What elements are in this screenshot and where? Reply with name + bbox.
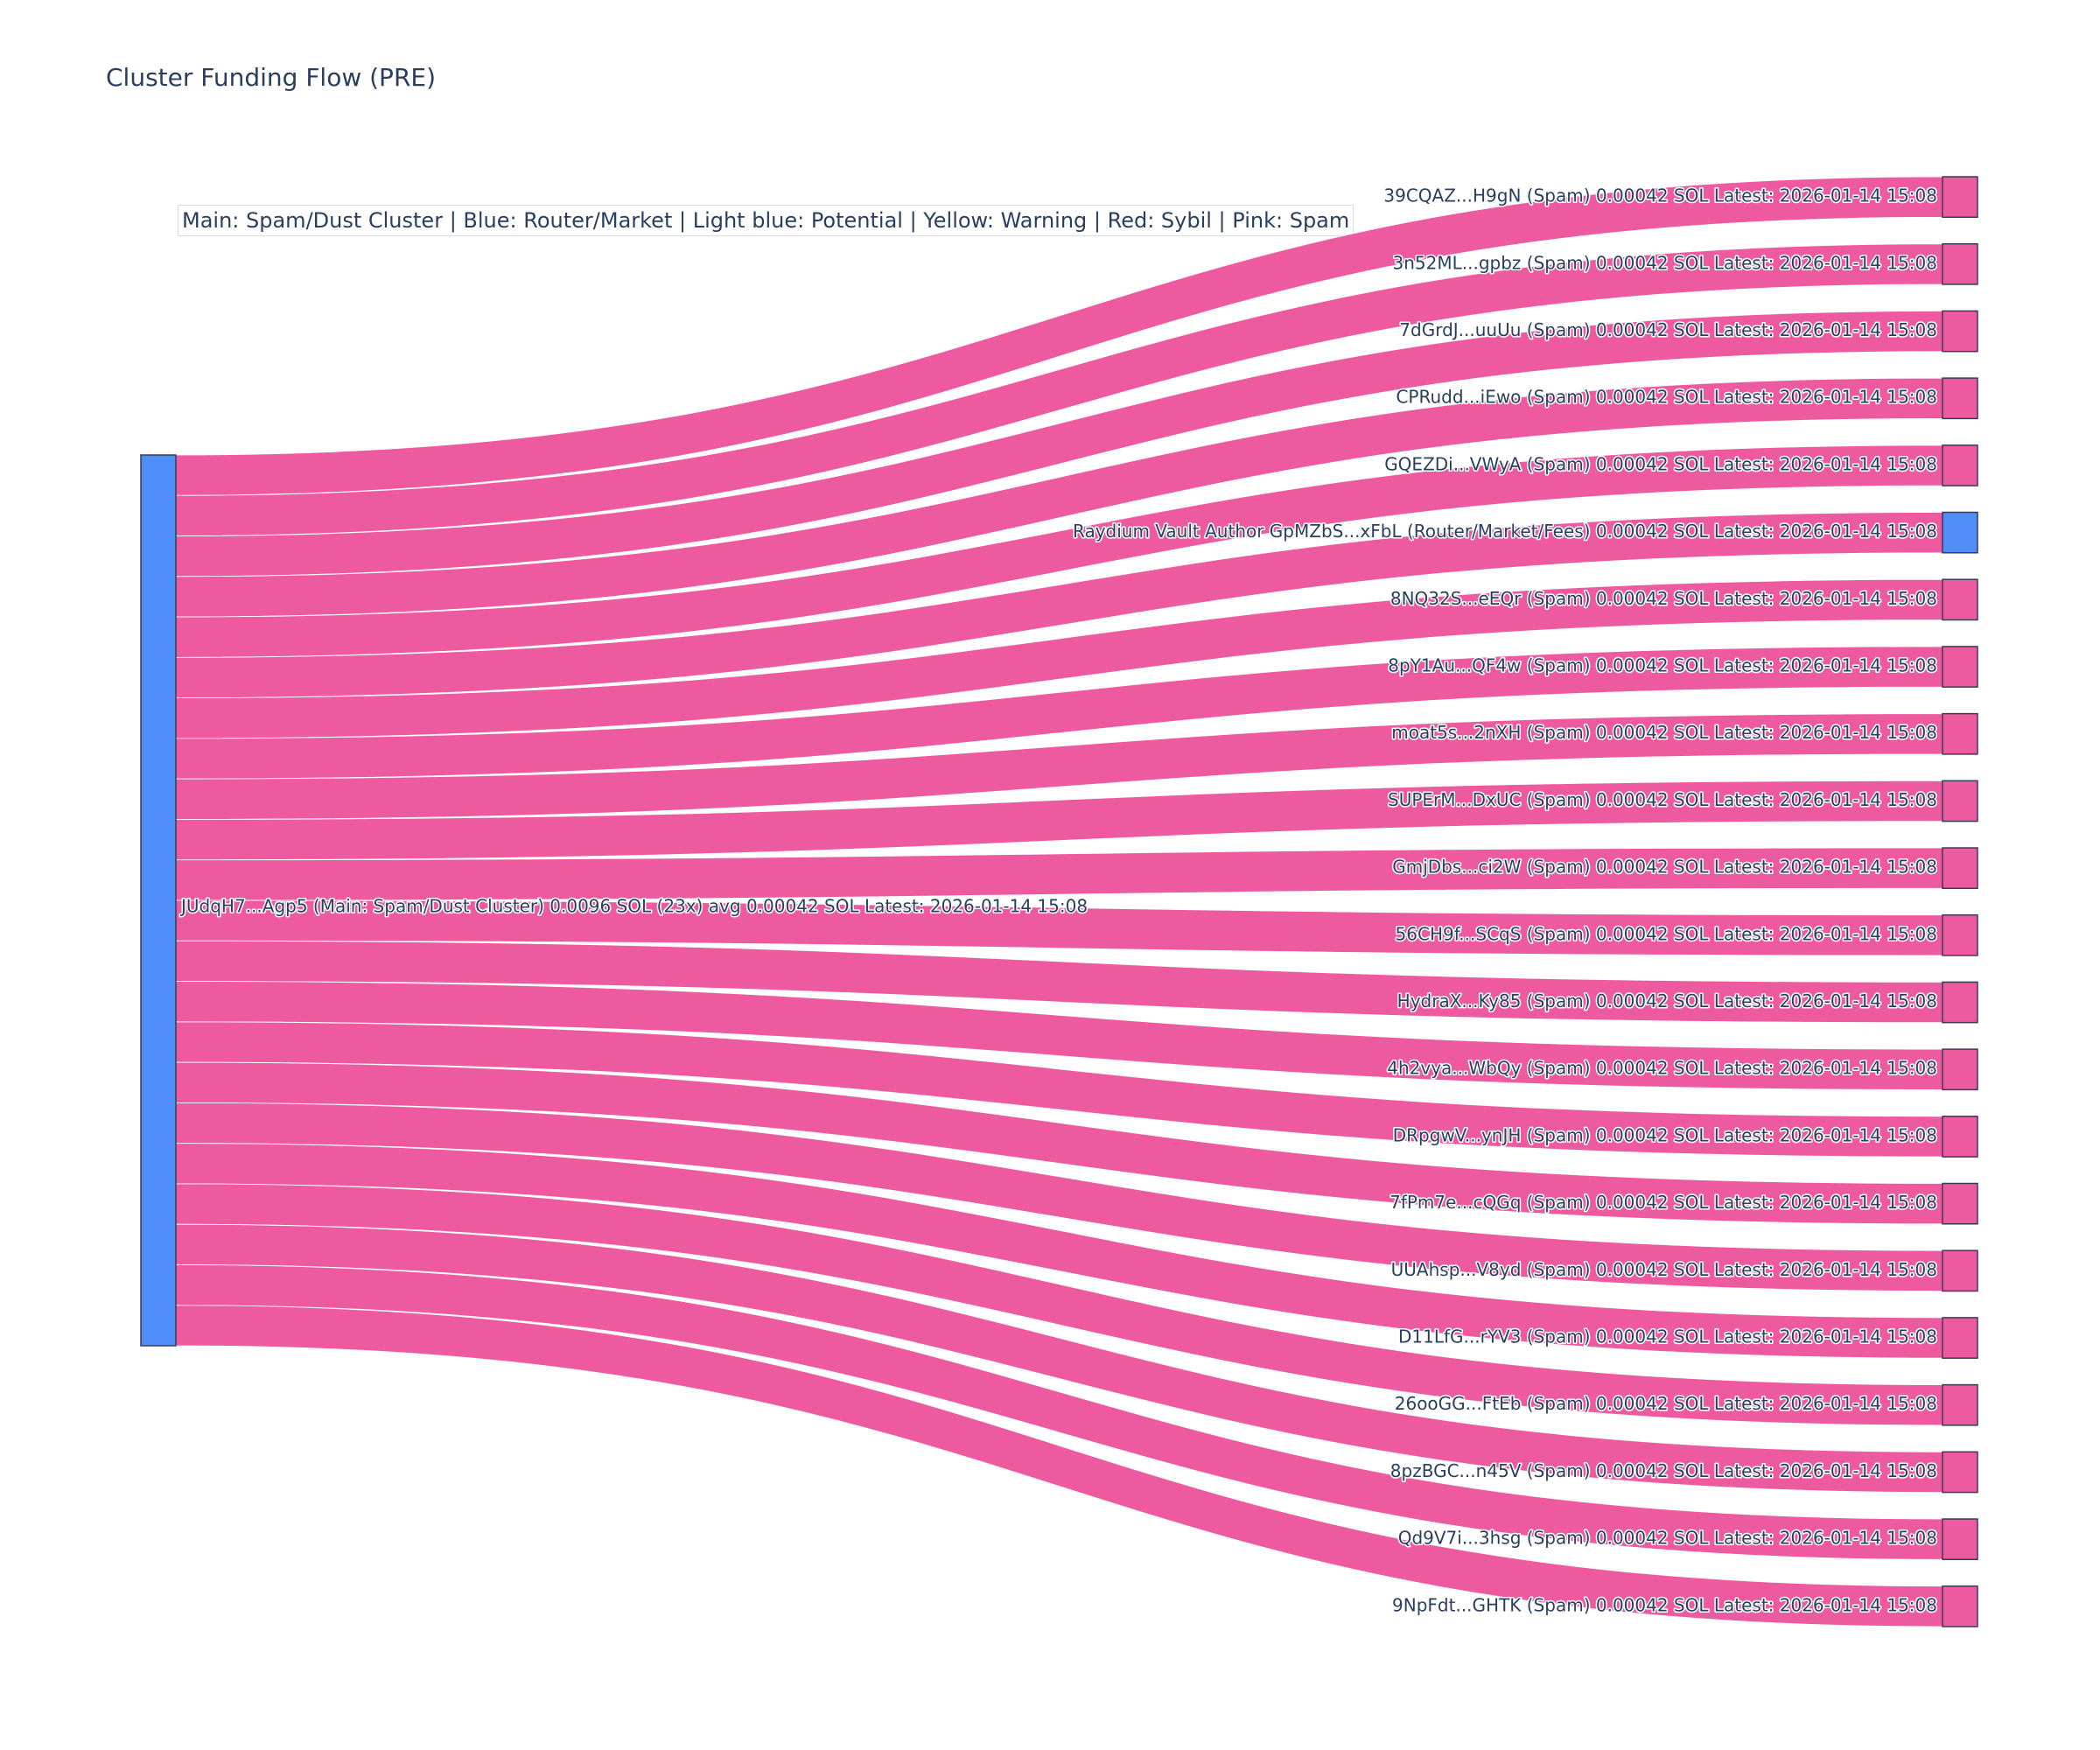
target-node (1942, 511, 1978, 554)
target-node (1942, 377, 1978, 420)
target-node-label: 3n52ML...gpbz (Spam) 0.00042 SOL Latest:… (1393, 252, 1937, 273)
target-node (1942, 1451, 1978, 1494)
sankey-nodes (140, 176, 1978, 1628)
target-node (1942, 646, 1978, 688)
target-node (1942, 176, 1978, 219)
target-node-label: 8NQ32S...eEQr (Spam) 0.00042 SOL Latest:… (1390, 588, 1937, 609)
target-node-label: 26ooGG...FtEb (Spam) 0.00042 SOL Latest:… (1395, 1393, 1937, 1414)
target-node-label: DRpgwV...ynJH (Spam) 0.00042 SOL Latest:… (1393, 1124, 1937, 1145)
target-node (1942, 1182, 1978, 1225)
target-node (1942, 780, 1978, 822)
target-node-label: 39CQAZ...H9gN (Spam) 0.00042 SOL Latest:… (1383, 186, 1937, 206)
target-node-label: 56CH9f...SCqS (Spam) 0.00042 SOL Latest:… (1396, 923, 1937, 944)
target-node-label: 7dGrdJ...uuUu (Spam) 0.00042 SOL Latest:… (1399, 319, 1937, 340)
target-node-label: Qd9V7i...3hsg (Spam) 0.00042 SOL Latest:… (1398, 1528, 1937, 1549)
target-node (1942, 578, 1978, 621)
target-node-label: 8pY1Au...QF4w (Spam) 0.00042 SOL Latest:… (1388, 655, 1937, 676)
source-node-label: JUdqH7...Agp5 (Main: Spam/Dust Cluster) … (179, 896, 1088, 917)
target-node (1942, 1116, 1978, 1158)
legend-note: Main: Spam/Dust Cluster | Blue: Router/M… (178, 205, 1354, 236)
target-node-label: GQEZDi...VWyA (Spam) 0.00042 SOL Latest:… (1384, 453, 1937, 474)
target-node (1942, 310, 1978, 353)
target-node (1942, 1317, 1978, 1359)
target-node (1942, 1585, 1978, 1628)
target-node (1942, 847, 1978, 890)
target-node (1942, 712, 1978, 755)
target-node-label: moat5s...2nXH (Spam) 0.00042 SOL Latest:… (1391, 722, 1937, 743)
target-node-label: 9NpFdt...GHTK (Spam) 0.00042 SOL Latest:… (1392, 1594, 1937, 1615)
target-node (1942, 981, 1978, 1024)
target-node (1942, 1383, 1978, 1426)
target-node-label: 7fPm7e...cQGq (Spam) 0.00042 SOL Latest:… (1390, 1192, 1937, 1213)
target-node-label: UUAhsp...V8yd (Spam) 0.00042 SOL Latest:… (1391, 1259, 1937, 1280)
target-node (1942, 1518, 1978, 1561)
target-node-label: HydraX...Ky85 (Spam) 0.00042 SOL Latest:… (1397, 990, 1937, 1012)
source-node (140, 454, 177, 1347)
target-node-label: Raydium Vault Author GpMZbS...xFbL (Rout… (1073, 521, 1937, 542)
target-node (1942, 1048, 1978, 1091)
target-node (1942, 1250, 1978, 1292)
target-node (1942, 914, 1978, 956)
sankey-labels: 39CQAZ...H9gN (Spam) 0.00042 SOL Latest:… (178, 184, 1939, 1617)
target-node-label: SUPErM...DxUC (Spam) 0.00042 SOL Latest:… (1388, 789, 1937, 810)
target-node (1942, 444, 1978, 486)
sankey-links (175, 176, 1943, 1628)
target-node-label: D11LfG...rYV3 (Spam) 0.00042 SOL Latest:… (1398, 1326, 1937, 1348)
target-node-label: CPRudd...iEwo (Spam) 0.00042 SOL Latest:… (1396, 387, 1937, 408)
target-node-label: 8pzBGC...n45V (Spam) 0.00042 SOL Latest:… (1390, 1460, 1937, 1481)
target-node-label: 4h2vya...WbQy (Spam) 0.00042 SOL Latest:… (1387, 1058, 1937, 1079)
target-node (1942, 242, 1978, 285)
target-node-label: GmjDbs...ci2W (Spam) 0.00042 SOL Latest:… (1392, 857, 1937, 878)
chart-title: Cluster Funding Flow (PRE) (106, 63, 437, 92)
